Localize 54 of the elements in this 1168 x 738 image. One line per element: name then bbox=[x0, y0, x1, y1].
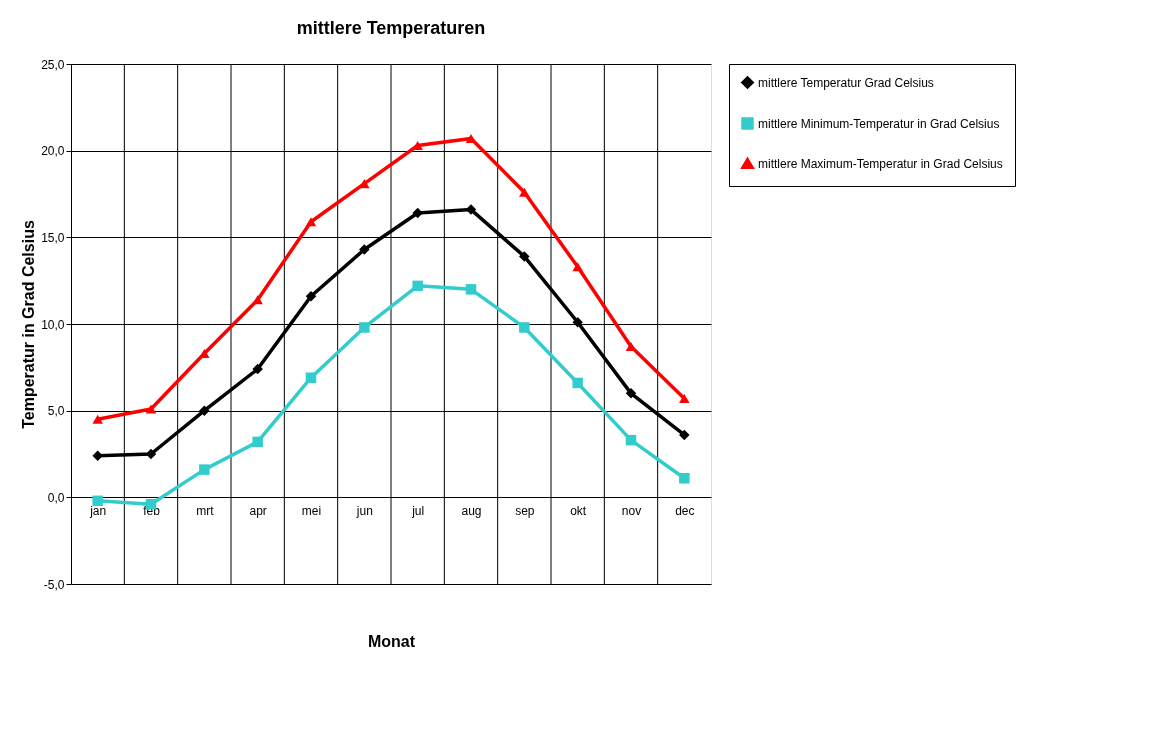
y-tick-label: 5,0 bbox=[47, 404, 65, 419]
x-tick-label: sep bbox=[515, 503, 535, 518]
point bbox=[199, 464, 210, 475]
x-tick-label: jun bbox=[355, 503, 373, 518]
y-tick-label: 0,0 bbox=[47, 490, 65, 505]
x-tick-label: jan bbox=[89, 503, 107, 518]
y-tick-label: 10,0 bbox=[41, 317, 65, 332]
legend-label: mittlere Minimum-Temperatur in Grad Celsius bbox=[758, 116, 1000, 131]
x-tick-label: jul bbox=[411, 503, 425, 518]
point bbox=[572, 262, 583, 272]
legend-label: mittlere Maximum-Temperatur in Grad Celsius bbox=[758, 156, 1003, 171]
point bbox=[679, 393, 690, 404]
chart-title: mittlere Temperaturen bbox=[296, 18, 486, 38]
point bbox=[465, 284, 477, 295]
point bbox=[519, 187, 530, 197]
point bbox=[625, 434, 637, 446]
x-axis-title: Monat bbox=[367, 632, 416, 650]
y-tick-label: 20,0 bbox=[41, 144, 65, 159]
x-tick-label: okt bbox=[570, 503, 587, 518]
x-tick-label: mei bbox=[301, 503, 322, 518]
point bbox=[359, 322, 370, 333]
point bbox=[572, 377, 583, 389]
point bbox=[679, 429, 690, 441]
point bbox=[412, 280, 423, 292]
point bbox=[252, 363, 263, 375]
point bbox=[199, 405, 210, 416]
x-tick-label: apr bbox=[249, 503, 267, 518]
point bbox=[305, 291, 317, 302]
point bbox=[519, 322, 530, 333]
point bbox=[92, 495, 103, 507]
y-tick-label: 15,0 bbox=[41, 230, 65, 245]
legend-label: mittlere Temperatur Grad Celsius bbox=[758, 75, 934, 90]
x-tick-label: mrt bbox=[196, 503, 215, 518]
x-tick-label: aug bbox=[461, 503, 482, 518]
point bbox=[359, 179, 370, 189]
point bbox=[145, 404, 157, 414]
point bbox=[625, 388, 637, 399]
point bbox=[305, 372, 317, 383]
point bbox=[199, 348, 210, 359]
point bbox=[92, 450, 103, 461]
point bbox=[252, 436, 263, 448]
point bbox=[572, 317, 583, 328]
x-tick-label: dec bbox=[675, 503, 695, 518]
y-tick-label: 25,0 bbox=[41, 57, 65, 72]
point bbox=[359, 244, 370, 255]
point bbox=[305, 217, 317, 227]
x-tick-label: nov bbox=[621, 503, 642, 518]
point bbox=[412, 207, 423, 219]
point bbox=[92, 414, 103, 424]
y-tick-label: -5,0 bbox=[43, 577, 65, 592]
y-axis-title: Temperatur in Grad Celsius bbox=[20, 220, 38, 429]
point bbox=[519, 251, 530, 262]
point bbox=[252, 295, 263, 305]
point bbox=[679, 473, 690, 484]
